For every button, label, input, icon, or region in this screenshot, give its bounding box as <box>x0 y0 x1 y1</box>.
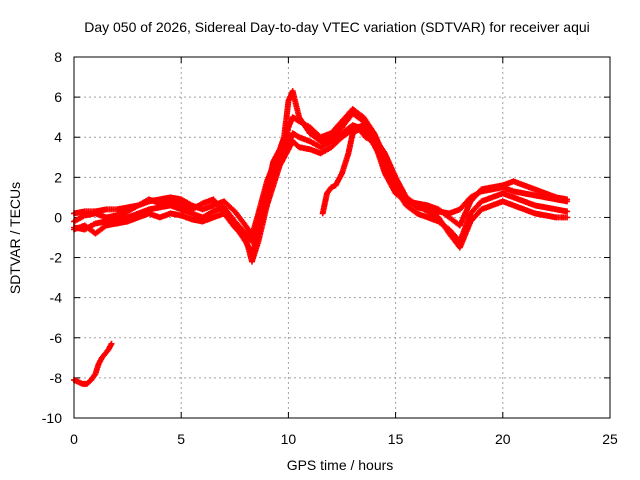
series-pass-c <box>71 88 571 257</box>
y-tick-label: 0 <box>54 209 62 225</box>
x-tick-label: 10 <box>281 431 297 447</box>
y-tick-label: 6 <box>54 89 62 105</box>
data-point-markers <box>71 340 115 387</box>
x-tick-label: 0 <box>70 431 78 447</box>
data-point-markers <box>319 126 378 217</box>
x-tick-label: 25 <box>602 431 618 447</box>
x-tick-label: 15 <box>388 431 404 447</box>
x-tick-label: 20 <box>495 431 511 447</box>
y-tick-label: 8 <box>54 49 62 65</box>
y-tick-label: -2 <box>50 250 63 266</box>
axis-ticks <box>73 56 611 419</box>
x-tick-label: 5 <box>177 431 185 447</box>
y-tick-label: -8 <box>50 370 63 386</box>
series-pass-a <box>71 106 571 239</box>
grid <box>73 56 611 419</box>
data-point-markers <box>71 88 571 257</box>
y-axis-label: SDTVAR / TECUs <box>7 182 23 294</box>
y-tick-label: -10 <box>42 410 62 426</box>
chart-title: Day 050 of 2026, Sidereal Day-to-day VTE… <box>84 19 590 35</box>
series-pass-late <box>319 126 378 217</box>
data-point-markers <box>71 106 571 239</box>
y-tick-label: -6 <box>50 330 63 346</box>
y-tick-label: 2 <box>54 169 62 185</box>
plot-frame <box>73 56 611 419</box>
y-axis-tick-labels: -10 -8 -6 -4 -2 0 2 4 6 8 <box>42 49 62 426</box>
x-axis-tick-labels: 0 5 10 15 20 25 <box>70 431 618 447</box>
y-tick-label: 4 <box>54 129 62 145</box>
y-tick-label: -4 <box>50 290 63 306</box>
data-points <box>71 88 571 387</box>
x-axis-label: GPS time / hours <box>287 457 394 473</box>
series-pass-early <box>71 340 115 387</box>
